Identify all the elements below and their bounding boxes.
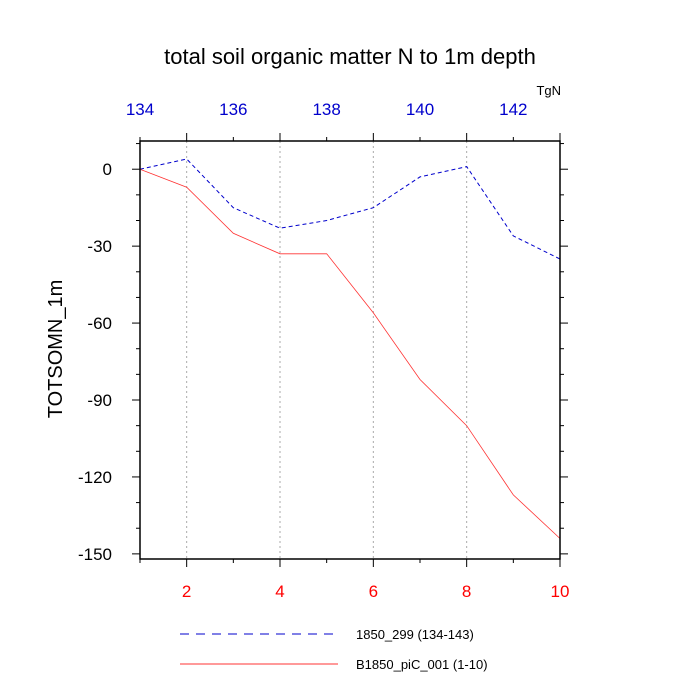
bottom-tick-label: 6 [369,582,378,601]
bottom-tick-label: 2 [182,582,191,601]
y-tick-label: -60 [87,314,112,333]
y-tick-label: -150 [78,545,112,564]
series-line-2 [139,168,561,539]
legend-label-1: 1850_299 (134-143) [356,627,474,642]
grid-layer [186,141,468,559]
top-tick-label: 134 [126,100,154,119]
plot-frame [139,140,561,560]
y-axis-label: TOTSOMN_1m [45,280,67,419]
y-tick-label: 0 [103,160,112,179]
top-tick-label: 138 [312,100,340,119]
series-line-1 [139,158,561,260]
chart-title: total soil organic matter N to 1m depth [164,44,536,69]
axes-layer: 2 4 6 8 10 134 136 138 140 142 0 -30 -60 -90 -120 -150 [78,100,569,601]
top-tick-label: 136 [219,100,247,119]
legend-label-2: B1850_piC_001 (1-10) [356,657,488,672]
series-layer [139,158,561,539]
bottom-tick-label: 4 [275,582,284,601]
y-tick-label: -120 [78,468,112,487]
top-axis-unit-label: TgN [536,83,561,98]
legend-layer: 1850_299 (134-143) B1850_piC_001 (1-10) [180,627,488,672]
top-tick-label: 140 [406,100,434,119]
bottom-tick-label: 8 [462,582,471,601]
y-tick-label: -90 [87,391,112,410]
bottom-tick-label: 10 [551,582,570,601]
y-tick-label: -30 [87,237,112,256]
top-tick-label: 142 [499,100,527,119]
